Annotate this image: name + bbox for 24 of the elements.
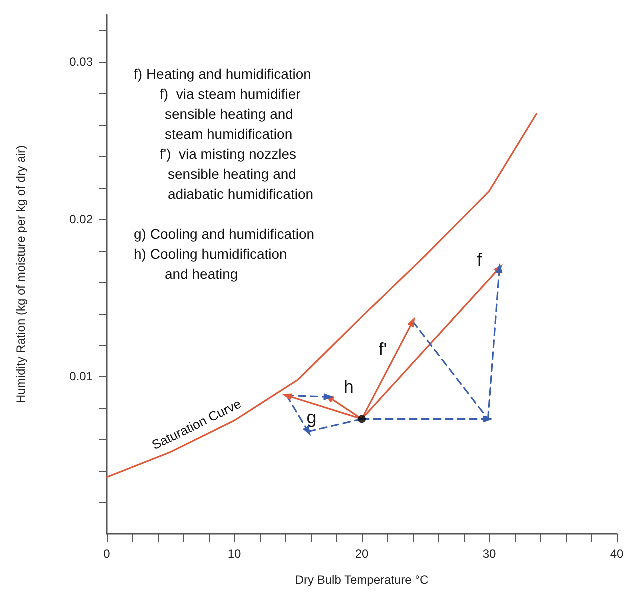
y-tick-label: 0.01 bbox=[70, 370, 94, 384]
series-label: f' bbox=[378, 340, 388, 360]
series-label: h bbox=[344, 377, 354, 398]
annotation: sensible heating and bbox=[165, 106, 294, 122]
x-tick-label: 10 bbox=[228, 547, 242, 561]
annotation: and heating bbox=[165, 266, 238, 282]
series-label: g bbox=[306, 408, 317, 428]
annotation: sensible heating and bbox=[168, 166, 296, 182]
annotation: f) Heating and humidification bbox=[134, 66, 312, 82]
y-tick-label: 0.03 bbox=[70, 55, 94, 70]
x-axis-title: Dry Bulb Temperature °C bbox=[295, 573, 429, 587]
y-axis-title: Humidity Ration (kg of moisture per kg of dry air) bbox=[14, 145, 28, 404]
annotation: f) via steam humidifier bbox=[160, 86, 302, 102]
annotation: h) Cooling humidification bbox=[134, 246, 288, 262]
annotation: f') via misting nozzles bbox=[160, 146, 296, 162]
x-tick-label: 40 bbox=[610, 547, 624, 561]
x-tick-label: 30 bbox=[482, 547, 496, 561]
x-tick-label: 0 bbox=[104, 547, 111, 561]
annotation: g) Cooling and humidification bbox=[134, 226, 315, 242]
series-label: f bbox=[477, 250, 484, 270]
annotation: steam humidification bbox=[165, 126, 293, 142]
annotation: adiabatic humidification bbox=[168, 186, 314, 202]
x-tick-label: 20 bbox=[355, 547, 369, 561]
y-tick-label: 0.02 bbox=[70, 212, 94, 226]
